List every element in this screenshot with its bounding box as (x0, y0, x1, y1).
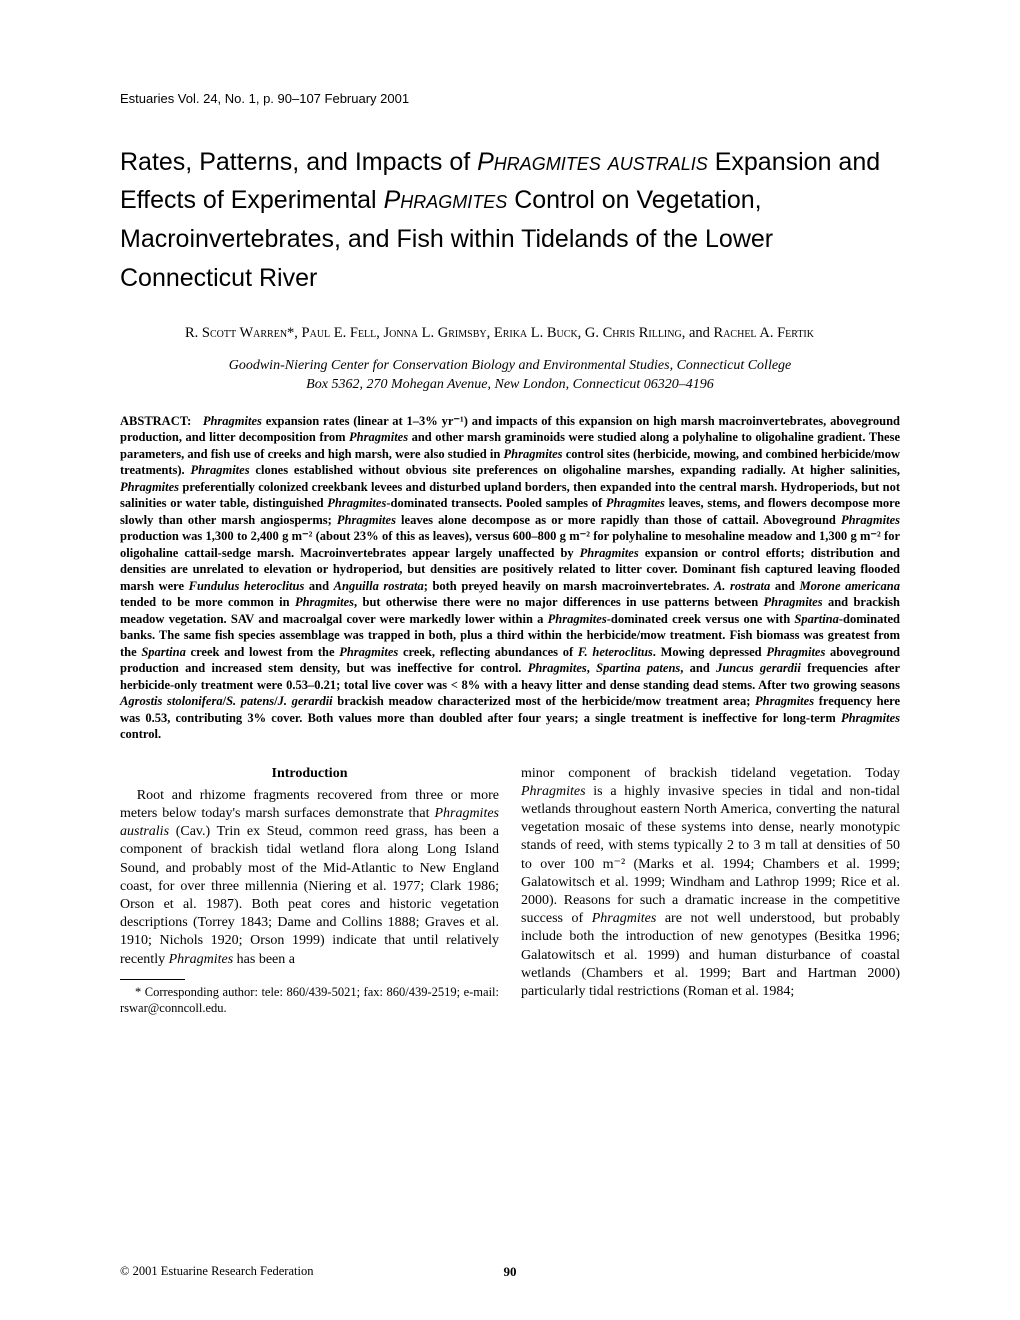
body-columns: Introduction Root and rhizome fragments … (120, 765, 900, 1017)
footnote-rule (120, 979, 185, 980)
copyright: © 2001 Estuarine Research Federation (120, 1263, 313, 1280)
title-genus-2: Phragmites (384, 186, 508, 214)
authors-main: R. Scott Warren*, Paul E. Fell, Jonna L.… (185, 325, 689, 341)
intro-paragraph-2: minor component of brackish tideland veg… (521, 765, 900, 1001)
abstract: ABSTRACT: Phragmites expansion rates (li… (120, 413, 900, 743)
running-head: Estuaries Vol. 24, No. 1, p. 90–107 Febr… (120, 90, 900, 108)
corresponding-author-footnote: * Corresponding author: tele: 860/439-50… (120, 984, 499, 1017)
affiliation-line-2: Box 5362, 270 Mohegan Avenue, New London… (306, 377, 714, 392)
affiliation: Goodwin-Niering Center for Conservation … (185, 357, 835, 395)
article-title: Rates, Patterns, and Impacts of Phragmit… (120, 143, 900, 298)
footer: © 2001 Estuarine Research Federation 90 (120, 1263, 900, 1280)
authors-and: and (689, 325, 710, 341)
title-genus-1: Phragmites australis (477, 148, 708, 176)
page-number: 90 (504, 1263, 517, 1281)
intro-paragraph-1: Root and rhizome fragments recovered fro… (120, 787, 499, 969)
affiliation-line-1: Goodwin-Niering Center for Conservation … (229, 358, 792, 373)
author-list: R. Scott Warren*, Paul E. Fell, Jonna L.… (185, 323, 835, 343)
abstract-label: ABSTRACT: (120, 414, 191, 428)
authors-last: Rachel A. Fertik (710, 325, 814, 341)
title-text-1: Rates, Patterns, and Impacts of (120, 148, 477, 176)
abstract-body: Phragmites expansion rates (linear at 1–… (120, 414, 900, 742)
intro-heading: Introduction (120, 765, 499, 783)
